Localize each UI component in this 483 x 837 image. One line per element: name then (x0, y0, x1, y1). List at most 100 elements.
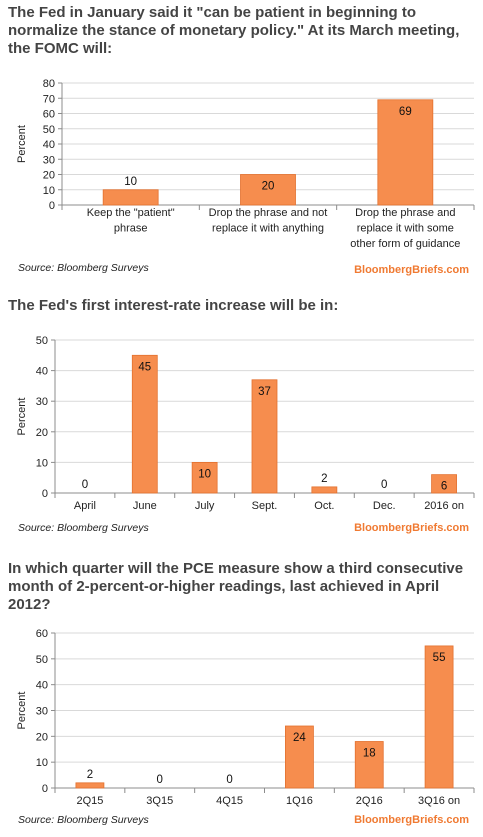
bar (354, 741, 384, 789)
y-axis-title: Percent (16, 398, 28, 436)
y-tick-label: 30 (36, 706, 48, 718)
bar (191, 461, 218, 494)
data-label: 24 (293, 732, 306, 744)
category-label-line: 3Q15 (146, 795, 173, 807)
y-axis-title: Percent (16, 692, 28, 730)
category-label-line: 2Q15 (76, 795, 103, 807)
data-label: 0 (381, 479, 387, 491)
y-tick-label: 40 (43, 139, 55, 151)
category-label-line: April (74, 500, 96, 512)
data-label: 20 (262, 181, 275, 193)
category-label: Drop the phrase and replace it with some o… (350, 207, 460, 250)
category-label: June (133, 500, 157, 512)
chart-3-source: Source: Bloomberg Surveys (18, 814, 149, 826)
chart-1-brand: BloombergBriefs.com (354, 264, 469, 276)
y-tick-label: 60 (43, 109, 55, 121)
bar (251, 379, 278, 494)
category-label: 2016 on (424, 500, 464, 512)
chart-2-title: The Fed's first interest-rate increase w… (8, 297, 339, 314)
category-label: Oct. (314, 500, 334, 512)
y-tick-label: 10 (36, 757, 48, 769)
chart-1-source: Source: Bloomberg Surveys (18, 262, 149, 274)
category-label: Drop the phrase and not replace it with a… (209, 207, 328, 235)
category-label: 3Q15 (146, 795, 173, 807)
y-tick-label: 80 (43, 78, 55, 90)
y-tick-label: 30 (43, 154, 55, 166)
y-tick-label: 20 (36, 427, 48, 439)
data-label: 0 (82, 479, 88, 491)
chart-3-title: In which quarter will the PCE measure sh… (8, 560, 464, 613)
chart-2-brand: BloombergBriefs.com (354, 522, 469, 534)
y-tick-label: 50 (36, 335, 48, 347)
y-tick-label: 20 (43, 170, 55, 182)
category-label-line: 4Q15 (216, 795, 243, 807)
y-tick-label: 0 (49, 200, 55, 212)
category-label: 2Q15 (76, 795, 103, 807)
data-label: 0 (157, 774, 163, 786)
data-label: 69 (399, 106, 412, 118)
data-label: 45 (138, 361, 151, 373)
y-tick-label: 50 (36, 654, 48, 666)
category-label-line: 2016 on (424, 500, 464, 512)
data-label: 0 (226, 774, 232, 786)
category-label-line: Oct. (314, 500, 334, 512)
bar (377, 99, 434, 206)
chart-1-title: The Fed in January said it "can be patie… (8, 4, 460, 57)
bar (424, 645, 454, 789)
data-label: 55 (433, 652, 446, 664)
bar (75, 782, 105, 789)
category-label: April (74, 500, 96, 512)
y-tick-label: 0 (42, 783, 48, 795)
category-label: Keep the "patient" phrase (87, 207, 175, 235)
category-label-line: 1Q16 (286, 795, 313, 807)
data-label: 10 (198, 468, 211, 480)
category-label: July (195, 500, 215, 512)
data-label: 18 (363, 748, 376, 760)
bar (285, 725, 314, 789)
category-label: 4Q15 (216, 795, 243, 807)
y-tick-label: 70 (43, 93, 55, 105)
data-label: 10 (124, 176, 137, 188)
bar (102, 189, 159, 206)
y-tick-label: 30 (36, 396, 48, 408)
y-tick-label: 20 (36, 731, 48, 743)
data-label: 6 (441, 481, 447, 493)
category-label-line: phrase (114, 223, 148, 235)
category-label-line: other form of guidance (350, 238, 460, 250)
y-axis-title: Percent (16, 125, 28, 163)
bar (131, 354, 158, 494)
category-label-line: Sept. (252, 500, 278, 512)
data-label: 2 (87, 769, 93, 781)
y-tick-label: 40 (36, 680, 48, 692)
bar (240, 174, 296, 206)
category-label-line: July (195, 500, 215, 512)
category-label-line: Drop the phrase and not (209, 207, 328, 219)
data-label: 2 (321, 473, 327, 485)
category-label-line: replace it with anything (212, 223, 324, 235)
chart-2-plot: 01020304050Percent0April45June10July37Se… (16, 335, 475, 512)
y-tick-label: 40 (36, 366, 48, 378)
category-label: Dec. (373, 500, 396, 512)
category-label: 2Q16 (356, 795, 383, 807)
bar (431, 474, 457, 494)
category-label-line: Drop the phrase and (355, 207, 455, 219)
chart-3-brand: BloombergBriefs.com (354, 814, 469, 826)
category-label: Sept. (252, 500, 278, 512)
category-label-line: replace it with some (357, 223, 454, 235)
y-tick-label: 10 (36, 457, 48, 469)
chart-1-plot: 0 10 20 30 40 50 60 70 80 Percent 10 Keep the "pati… (16, 78, 475, 250)
category-label-line: 3Q16 on (418, 795, 460, 807)
y-tick-label: 50 (43, 124, 55, 136)
y-tick-label: 0 (42, 488, 48, 500)
y-tick-label: 60 (36, 628, 48, 640)
category-label-line: June (133, 500, 157, 512)
y-tick-label: 10 (43, 185, 55, 197)
category-label: 1Q16 (286, 795, 313, 807)
bar (311, 486, 338, 494)
chart-2-source: Source: Bloomberg Surveys (18, 522, 149, 534)
category-label-line: Dec. (373, 500, 396, 512)
category-label: 3Q16 on (418, 795, 460, 807)
category-label-line: Keep the "patient" (87, 207, 175, 219)
data-label: 37 (258, 386, 271, 398)
